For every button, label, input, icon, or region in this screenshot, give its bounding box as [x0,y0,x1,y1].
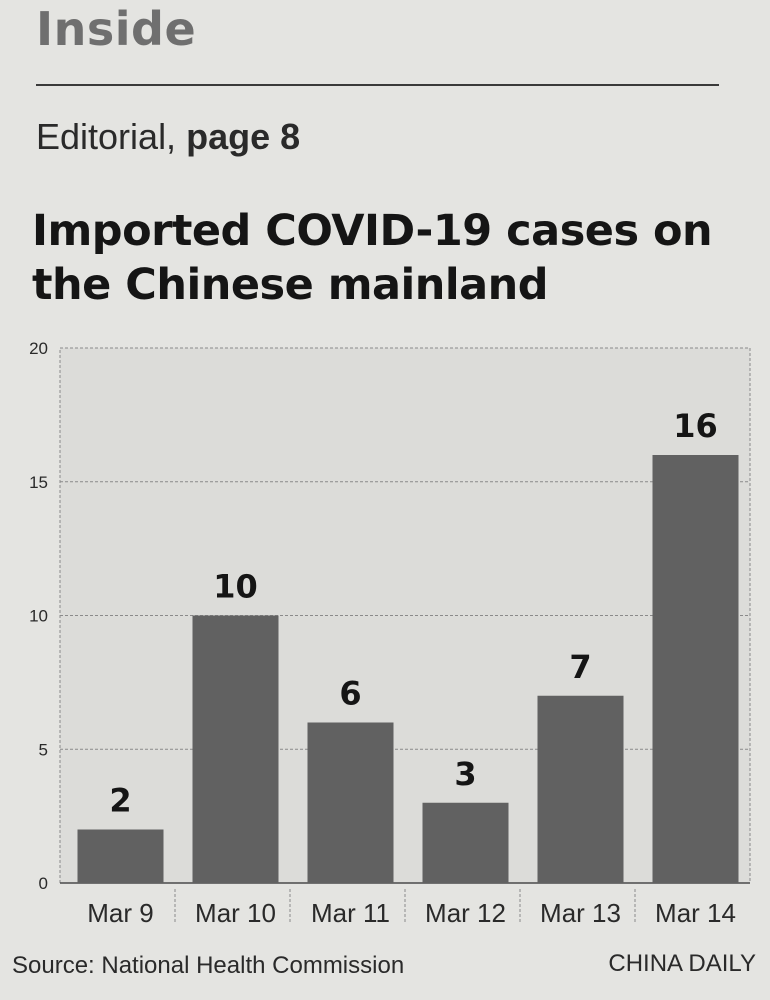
bar-value-label: 16 [673,407,718,445]
bar [307,722,394,883]
chart-title: Imported COVID-19 cases on the Chinese m… [32,206,713,310]
y-tick-label: 5 [39,740,48,759]
x-tick-label: Mar 13 [540,898,621,928]
editorial-page: page 8 [186,116,301,157]
bar-value-labels: 2 10 6 3 7 16 [109,407,717,820]
bar [422,802,509,883]
bar-value-label: 2 [109,782,131,820]
x-tick-label: Mar 14 [655,898,736,928]
bar [537,695,624,883]
x-axis-ticks: Mar 9 Mar 10 Mar 11 Mar 12 Mar 13 Mar 14 [87,889,736,928]
editorial-reference: Editorial, page 8 [36,116,300,158]
source-note: Source: National Health Commission [12,952,405,979]
bar [192,615,279,883]
header-rule [36,84,719,86]
bar-value-label: 7 [569,648,591,686]
x-tick-label: Mar 12 [425,898,506,928]
bar-value-label: 3 [454,755,476,793]
y-tick-label: 0 [39,874,48,893]
y-tick-label: 20 [29,339,48,358]
bar [652,455,739,883]
bar-value-label: 6 [339,675,361,713]
section-heading: Inside [36,2,197,56]
editorial-prefix: Editorial, [36,116,187,157]
y-tick-label: 15 [29,473,48,492]
grid-lines [60,481,750,884]
bar [77,829,164,883]
y-axis-ticks: 0 5 10 15 20 [29,339,48,893]
publisher-credit: CHINA DAILY [608,950,756,977]
y-tick-label: 10 [29,607,48,626]
bars [77,455,739,883]
bar-value-label: 10 [213,568,258,606]
x-tick-label: Mar 9 [87,898,153,928]
x-tick-label: Mar 11 [311,898,390,928]
x-tick-label: Mar 10 [195,898,276,928]
